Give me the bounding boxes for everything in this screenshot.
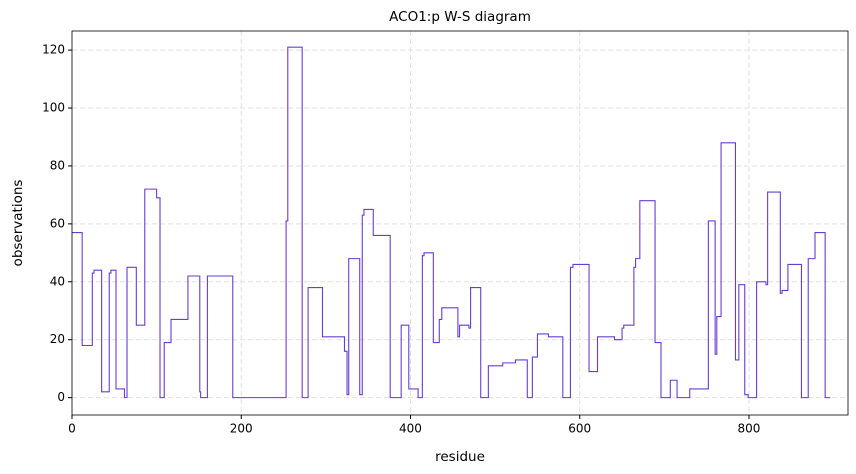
x-axis-label: residue [435,449,485,465]
x-tick-label: 0 [68,422,76,436]
y-axis-label: observations [10,180,26,267]
y-tick-label: 120 [42,43,65,57]
x-tick-label: 400 [399,422,422,436]
y-tick-label: 0 [57,390,65,404]
chart-title: ACO1:p W-S diagram [389,9,531,25]
x-tick-label: 600 [568,422,591,436]
y-tick-label: 80 [50,158,65,172]
y-tick-label: 40 [50,274,65,288]
step-line [72,46,831,399]
y-tick-label: 60 [50,216,65,230]
y-tick-label: 100 [42,101,65,115]
plot-frame [71,30,849,416]
y-tick-label: 20 [50,332,65,346]
x-tick-label: 200 [230,422,253,436]
x-tick-label: 800 [738,422,761,436]
